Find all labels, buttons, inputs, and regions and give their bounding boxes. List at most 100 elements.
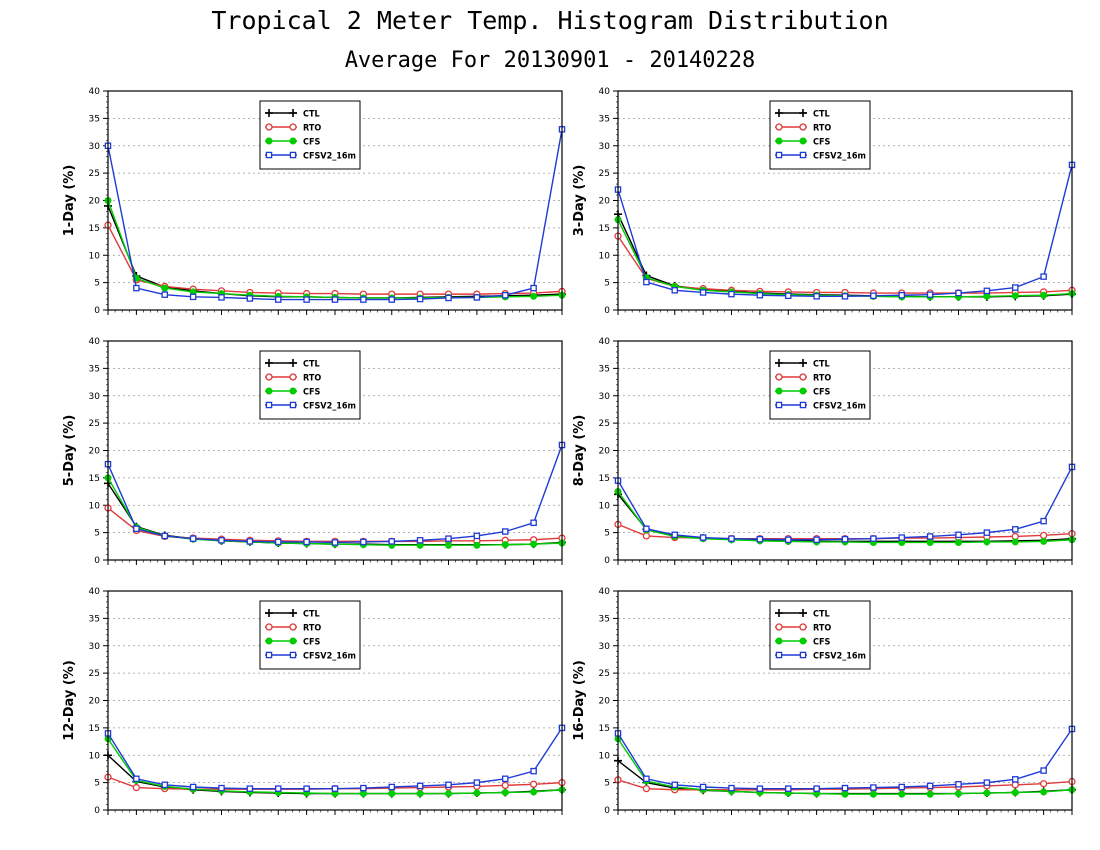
data-point-cfsv2_16m — [445, 294, 452, 302]
data-point-cfsv2_16m — [870, 292, 877, 300]
y-tick-label: 20 — [599, 447, 611, 457]
data-point-cfsv2_16m — [218, 294, 225, 301]
data-point-rto — [642, 784, 651, 793]
data-point-cfsv2_16m — [728, 535, 735, 542]
data-point-rto — [132, 783, 141, 792]
data-point-cfs — [530, 540, 538, 548]
legend-label-cfsv2_16m: CFSV2_16m — [813, 402, 866, 412]
data-point-cfsv2_16m — [699, 534, 707, 541]
data-point-cfsv2_16m — [388, 296, 395, 303]
legend-marker-rto — [265, 123, 273, 131]
y-tick-label: 35 — [89, 614, 100, 624]
legend-marker-cfsv2_16m — [775, 651, 783, 659]
legend-marker-rto — [775, 623, 783, 631]
y-tick-label: 35 — [599, 364, 610, 374]
legend-marker-rto — [775, 373, 783, 381]
plot-frame — [107, 590, 563, 811]
data-point-cfs — [161, 284, 169, 292]
data-point-cfsv2_16m — [841, 293, 849, 300]
y-tick-label: 15 — [89, 724, 100, 734]
plot-frame — [617, 340, 1073, 561]
series-line-ctl — [617, 493, 1073, 543]
y-tick-label: 25 — [599, 169, 610, 179]
data-point-cfs — [1040, 788, 1048, 796]
legend-label-rto: RTO — [813, 374, 831, 384]
legend-label-cfsv2_16m: CFSV2_16m — [303, 402, 356, 412]
y-tick-label: 35 — [89, 114, 100, 124]
series-line-ctl — [107, 205, 563, 299]
data-point-cfs — [530, 292, 538, 300]
legend-marker-ctl — [289, 609, 297, 617]
legend-marker-cfs — [289, 387, 297, 395]
legend-label-cfs: CFS — [303, 138, 320, 148]
legend-marker-rto — [799, 623, 807, 631]
data-point-cfsv2_16m — [530, 284, 537, 292]
data-point-cfsv2_16m — [926, 782, 934, 790]
data-point-cfs — [898, 790, 906, 798]
data-point-cfsv2_16m — [303, 785, 310, 792]
data-point-cfsv2_16m — [274, 785, 282, 792]
legend: CTL RTO CFS CFSV2_16m — [259, 100, 361, 170]
legend-label-ctl: CTL — [813, 610, 830, 620]
panel-4: 0 5 10 15 20 25 30 35 40 8-Day (%) CTL RTO CFS CFSV2_… — [572, 337, 1076, 566]
data-point-cfsv2_16m — [189, 535, 197, 542]
data-point-cfsv2_16m — [898, 783, 906, 791]
legend-marker-cfs — [289, 137, 297, 145]
data-point-cfsv2_16m — [246, 785, 254, 792]
legend-marker-cfsv2_16m — [289, 651, 297, 659]
data-point-cfs — [955, 538, 962, 546]
data-point-cfsv2_16m — [813, 536, 820, 543]
data-point-cfsv2_16m — [388, 538, 395, 545]
y-tick-label: 0 — [604, 806, 610, 816]
y-tick-label: 10 — [89, 751, 101, 761]
y-tick-label: 10 — [89, 251, 101, 261]
legend-label-cfsv2_16m: CFSV2_16m — [303, 152, 356, 162]
y-tick-label: 40 — [89, 587, 101, 597]
data-point-cfsv2_16m — [1012, 284, 1019, 291]
legend-label-ctl: CTL — [813, 110, 830, 120]
legend-label-ctl: CTL — [813, 360, 830, 370]
legend-label-ctl: CTL — [303, 610, 320, 620]
legend-marker-rto — [265, 373, 273, 381]
y-tick-label: 0 — [94, 806, 100, 816]
y-tick-label: 5 — [94, 779, 100, 789]
data-point-cfsv2_16m — [870, 784, 877, 791]
y-tick-label: 40 — [599, 587, 611, 597]
data-point-cfsv2_16m — [955, 289, 962, 297]
legend-marker-rto — [775, 123, 783, 131]
data-point-cfsv2_16m — [785, 292, 792, 300]
legend-marker-cfsv2_16m — [799, 651, 807, 659]
data-point-cfsv2_16m — [955, 531, 962, 539]
legend-marker-cfs — [289, 637, 297, 645]
data-point-cfs — [501, 541, 509, 549]
y-tick-label: 15 — [599, 724, 610, 734]
legend-marker-ctl — [289, 109, 297, 117]
data-point-cfsv2_16m — [218, 784, 225, 792]
legend-marker-cfs — [265, 387, 273, 395]
data-point-cfs — [473, 541, 481, 549]
y-tick-label: 20 — [599, 197, 611, 207]
data-point-cfsv2_16m — [898, 291, 906, 299]
legend-marker-cfsv2_16m — [775, 401, 783, 409]
y-axis-label: 12-Day (%) — [62, 660, 77, 741]
legend: CTL RTO CFS CFSV2_16m — [259, 600, 361, 670]
y-axis-label: 16-Day (%) — [572, 660, 587, 741]
legend-marker-rto — [289, 123, 297, 131]
data-point-cfsv2_16m — [133, 775, 140, 783]
legend-marker-cfsv2_16m — [265, 151, 273, 159]
legend-marker-ctl — [799, 359, 807, 367]
legend-marker-rto — [799, 373, 807, 381]
y-tick-label: 0 — [94, 306, 100, 316]
data-point-cfsv2_16m — [728, 784, 735, 792]
data-point-cfsv2_16m — [501, 775, 509, 783]
data-point-cfsv2_16m — [133, 525, 140, 533]
legend-marker-cfsv2_16m — [799, 151, 807, 159]
data-point-cfsv2_16m — [841, 535, 849, 543]
data-point-cfsv2_16m — [331, 785, 339, 792]
data-point-cfsv2_16m — [728, 290, 735, 298]
data-point-cfsv2_16m — [360, 784, 367, 792]
data-point-cfs — [473, 789, 481, 797]
legend-marker-cfs — [265, 637, 273, 645]
y-tick-label: 0 — [604, 306, 610, 316]
data-point-cfs — [926, 538, 934, 546]
